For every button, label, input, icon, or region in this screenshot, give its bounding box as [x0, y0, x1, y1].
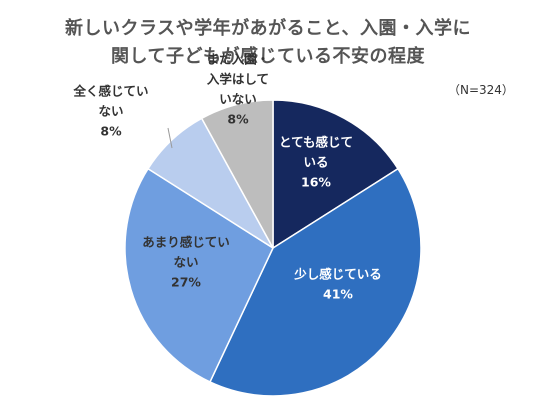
slice-labels: とても感じている16%少し感じている41%あまり感じていない27%全く感じていな…	[72, 52, 381, 302]
chart-title-line-1: 新しいクラスや学年があがること、入園・入学に	[65, 18, 471, 39]
leader-line	[167, 127, 173, 149]
sample-size-note: （N=324）	[448, 83, 514, 97]
pie-slice-2	[208, 167, 422, 397]
pie-slice-3	[124, 167, 274, 383]
slice-value-label-3: 27%	[171, 275, 201, 290]
pie-slices	[124, 99, 422, 397]
slice-name-label-3: あまり感じてい	[142, 235, 230, 250]
slice-name-label-5: いない	[219, 92, 257, 107]
slice-name-label-1: とても感じて	[279, 135, 353, 150]
slice-name-label-2: 少し感じている	[293, 267, 382, 282]
leader-lines	[167, 127, 173, 149]
chart-title-line-2: 関して子どもが感じている不安の程度	[111, 46, 425, 67]
slice-value-label-5: 8%	[227, 112, 249, 127]
slice-value-label-1: 16%	[301, 175, 331, 190]
slice-value-label-2: 41%	[323, 287, 353, 302]
slice-name-label-5: まだ入園・	[207, 52, 270, 67]
pie-slice-5	[200, 99, 274, 249]
slice-name-label-4: ない	[98, 104, 123, 119]
slice-name-label-4: 全く感じてい	[72, 84, 148, 99]
slice-name-label-3: ない	[173, 255, 198, 270]
slice-name-label-1: いる	[303, 155, 328, 170]
slice-value-label-4: 8%	[100, 124, 122, 139]
pie-slice-1	[272, 99, 399, 250]
slice-name-label-5: 入学はして	[207, 72, 269, 87]
